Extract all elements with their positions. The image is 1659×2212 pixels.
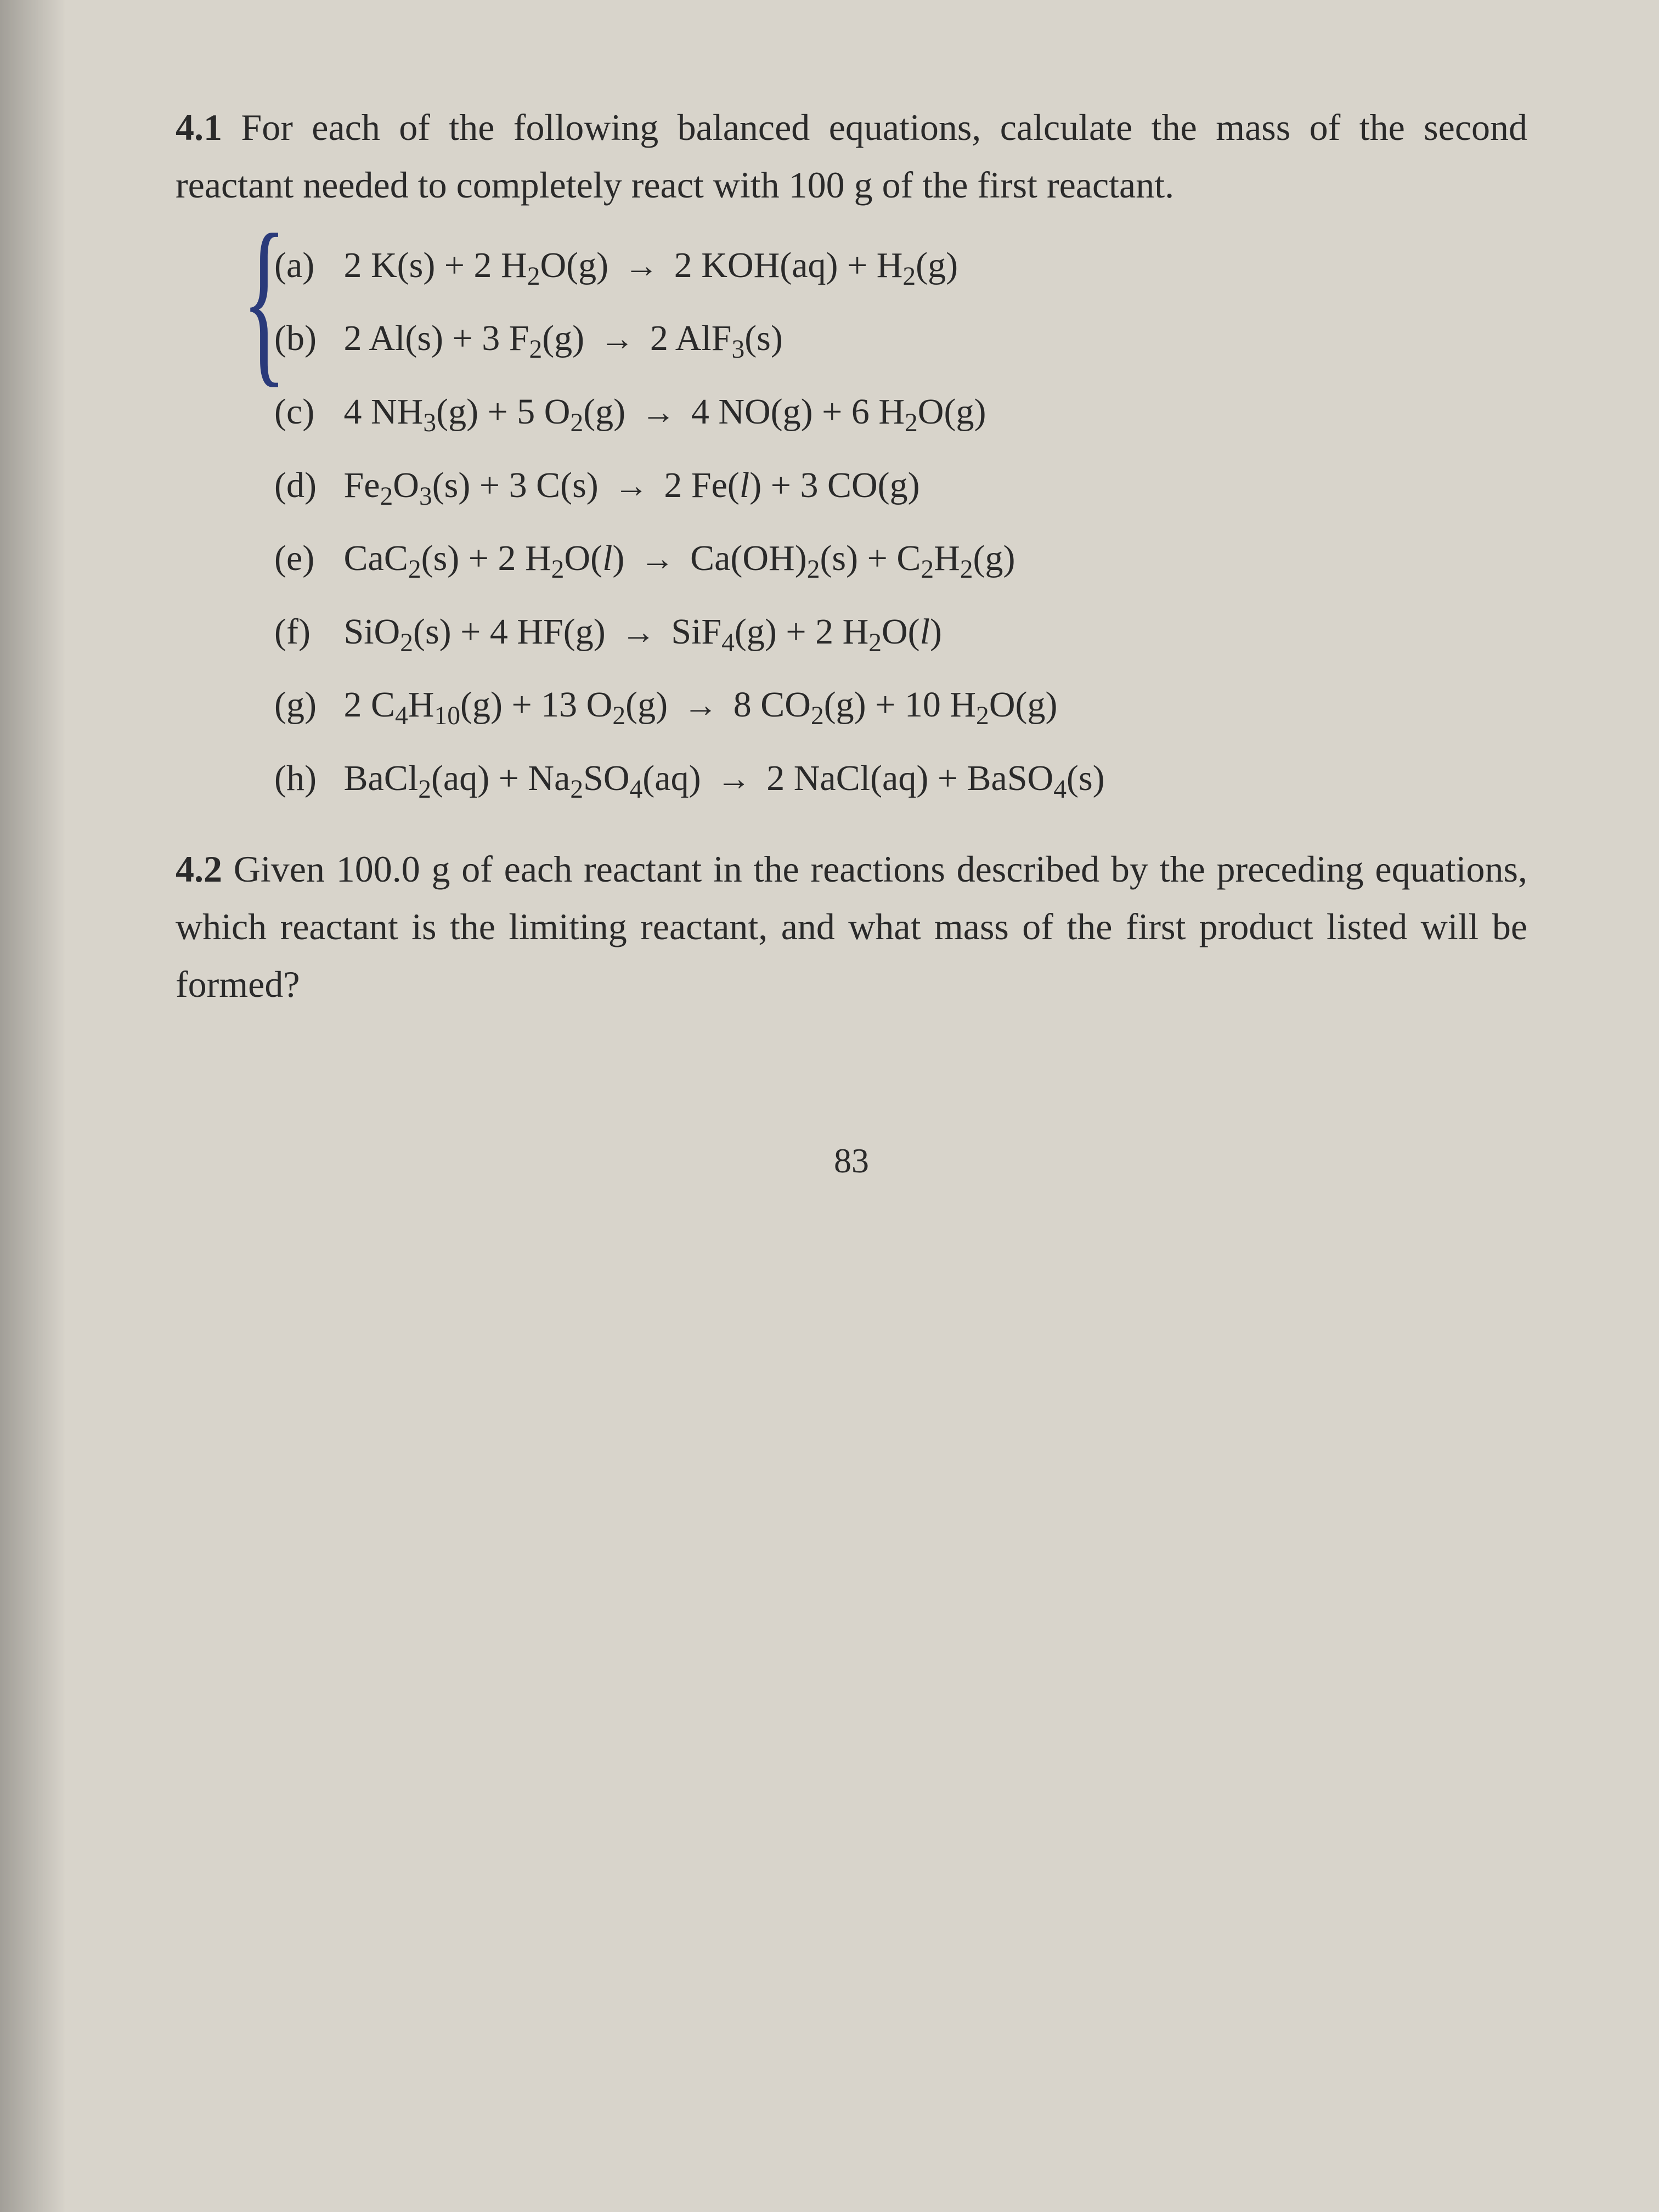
equation-g-formula: 2 C4H10(g) + 13 O2(g) → 8 CO2(g) + 10 H2… (344, 685, 1058, 725)
problem-4-2-intro: 4.2 Given 100.0 g of each reactant in th… (176, 840, 1527, 1014)
equation-b-formula: 2 Al(s) + 3 F2(g) → 2 AlF3(s) (344, 318, 783, 358)
equation-g: (g) 2 C4H10(g) + 13 O2(g) → 8 CO2(g) + 1… (274, 676, 1527, 734)
page-content: 4.1 For each of the following balanced e… (176, 99, 1527, 1187)
label-h: (h) (274, 749, 335, 808)
label-e: (e) (274, 529, 335, 588)
problem-4-1: 4.1 For each of the following balanced e… (176, 99, 1527, 808)
label-c: (c) (274, 383, 335, 441)
equation-e: (e) CaC2(s) + 2 H2O(l) → Ca(OH)2(s) + C2… (274, 529, 1527, 588)
equation-a-formula: 2 K(s) + 2 H2O(g) → 2 KOH(aq) + H2(g) (344, 245, 958, 285)
page-shadow (0, 0, 66, 2212)
label-g: (g) (274, 676, 335, 734)
label-d: (d) (274, 456, 335, 515)
equation-f-formula: SiO2(s) + 4 HF(g) → SiF4(g) + 2 H2O(l) (344, 612, 942, 652)
problem-4-2-text: Given 100.0 g of each reactant in the re… (176, 848, 1527, 1006)
equation-list: { (a) 2 K(s) + 2 H2O(g) → 2 KOH(aq) + H2… (176, 236, 1527, 808)
problem-4-1-intro: 4.1 For each of the following balanced e… (176, 99, 1527, 215)
problem-number-4-2: 4.2 (176, 848, 222, 890)
equation-a: { (a) 2 K(s) + 2 H2O(g) → 2 KOH(aq) + H2… (274, 236, 1527, 295)
equation-h-formula: BaCl2(aq) + Na2SO4(aq) → 2 NaCl(aq) + Ba… (344, 758, 1105, 798)
label-b: (b) (274, 309, 335, 368)
equation-h: (h) BaCl2(aq) + Na2SO4(aq) → 2 NaCl(aq) … (274, 749, 1527, 808)
equation-f: (f) SiO2(s) + 4 HF(g) → SiF4(g) + 2 H2O(… (274, 603, 1527, 661)
problem-number-4-1: 4.1 (176, 106, 222, 148)
equation-d-formula: Fe2O3(s) + 3 C(s) → 2 Fe(l) + 3 CO(g) (344, 465, 920, 505)
equation-b: (b) 2 Al(s) + 3 F2(g) → 2 AlF3(s) (274, 309, 1527, 368)
equation-d: (d) Fe2O3(s) + 3 C(s) → 2 Fe(l) + 3 CO(g… (274, 456, 1527, 515)
equation-c-formula: 4 NH3(g) + 5 O2(g) → 4 NO(g) + 6 H2O(g) (344, 392, 986, 432)
problem-4-2: 4.2 Given 100.0 g of each reactant in th… (176, 840, 1527, 1014)
label-f: (f) (274, 603, 335, 661)
equation-c: (c) 4 NH3(g) + 5 O2(g) → 4 NO(g) + 6 H2O… (274, 383, 1527, 441)
page-number: 83 (176, 1135, 1527, 1187)
equation-e-formula: CaC2(s) + 2 H2O(l) → Ca(OH)2(s) + C2H2(g… (344, 538, 1015, 578)
problem-4-1-text: For each of the following balanced equat… (176, 106, 1527, 206)
